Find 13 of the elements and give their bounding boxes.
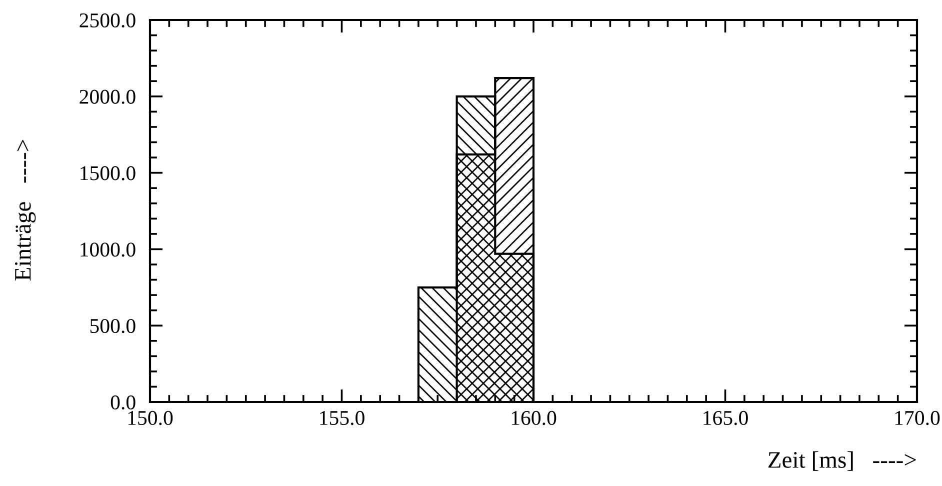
y-axis-title: Einträge ----> — [14, 140, 36, 281]
x-axis-title: Zeit [ms] ----> — [768, 451, 916, 471]
y-tick-label: 1000.0 — [80, 242, 136, 257]
x-tick-label: 155.0 — [320, 410, 364, 426]
x-tick-label: 170.0 — [895, 410, 940, 426]
x-tick-label: 160.0 — [512, 410, 556, 426]
y-tick-label: 2500.0 — [80, 13, 136, 28]
y-tick-label: 500.0 — [90, 318, 136, 334]
x-tick-label: 165.0 — [704, 410, 748, 426]
y-tick-label: 2000.0 — [80, 90, 136, 104]
y-tick-label: 0.0 — [110, 395, 136, 410]
x-tick-label: 150.0 — [128, 410, 173, 426]
y-tick-label: 1500.0 — [80, 166, 136, 180]
